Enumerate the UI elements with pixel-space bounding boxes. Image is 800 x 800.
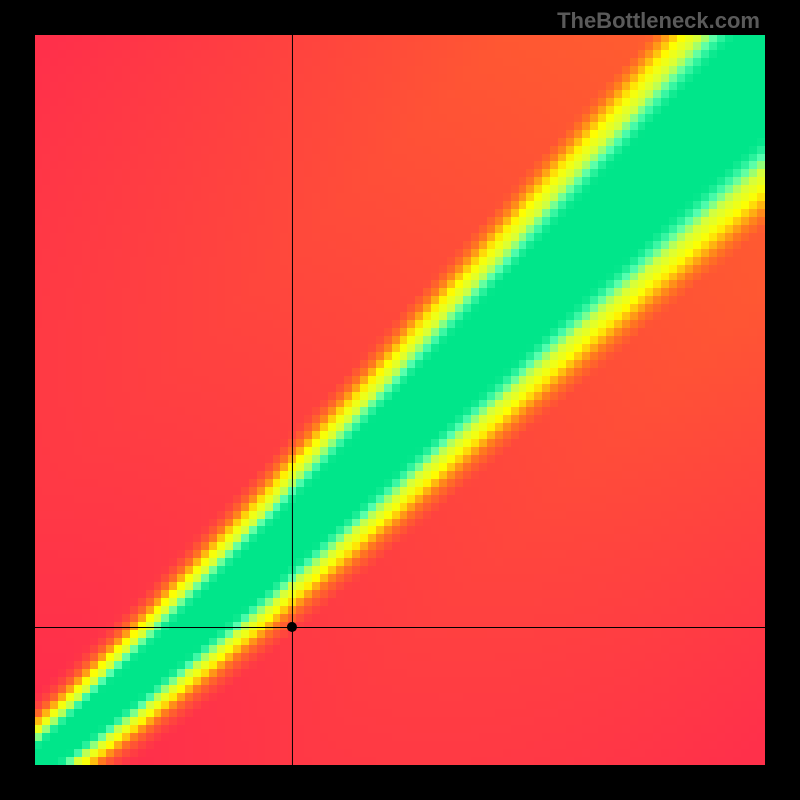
bottleneck-heatmap: [35, 35, 765, 765]
watermark-text: TheBottleneck.com: [557, 8, 760, 34]
chart-frame: TheBottleneck.com: [0, 0, 800, 800]
